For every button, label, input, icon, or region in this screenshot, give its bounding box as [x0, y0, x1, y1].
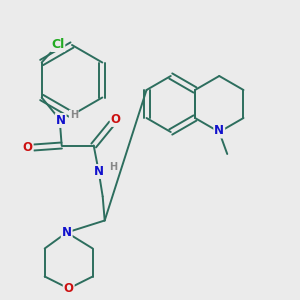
Text: N: N	[62, 226, 72, 239]
Text: O: O	[23, 141, 33, 154]
Text: N: N	[94, 165, 104, 178]
Text: Cl: Cl	[51, 38, 64, 51]
Text: O: O	[111, 113, 121, 126]
Text: H: H	[109, 163, 117, 172]
Text: N: N	[56, 114, 66, 127]
Text: H: H	[70, 110, 78, 121]
Text: N: N	[214, 124, 224, 137]
Text: O: O	[64, 282, 74, 295]
